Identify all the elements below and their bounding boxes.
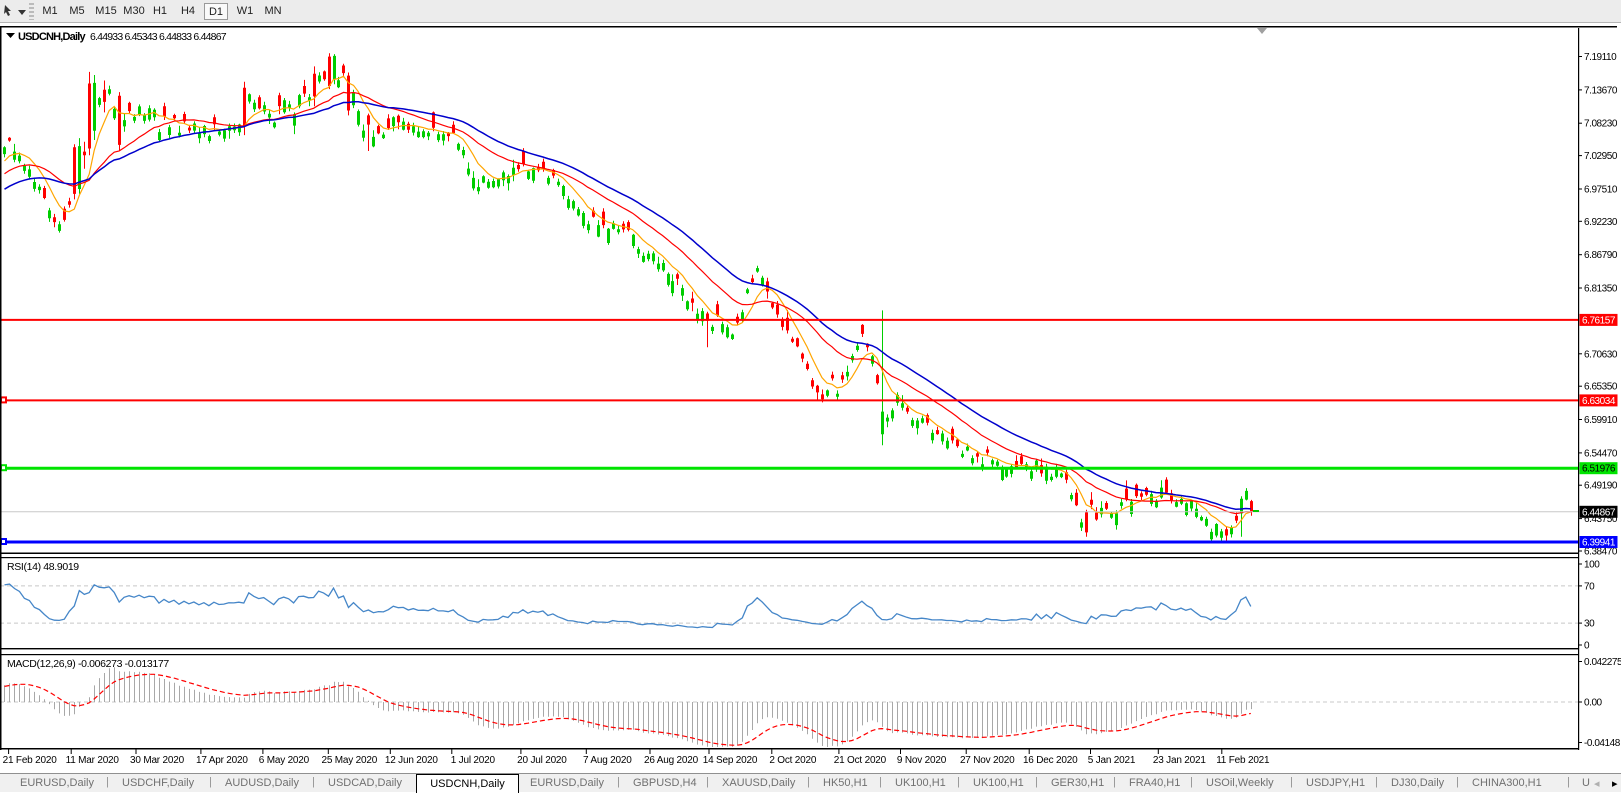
svg-text:0.042275: 0.042275 bbox=[1584, 657, 1621, 668]
svg-text:7.19110: 7.19110 bbox=[1584, 52, 1617, 63]
svg-text:2 Oct 2020: 2 Oct 2020 bbox=[769, 755, 817, 766]
svg-text:7 Aug 2020: 7 Aug 2020 bbox=[583, 755, 632, 766]
svg-text:6.76157: 6.76157 bbox=[1582, 315, 1616, 326]
svg-text:30 Mar 2020: 30 Mar 2020 bbox=[130, 755, 185, 766]
svg-text:6 May 2020: 6 May 2020 bbox=[259, 755, 310, 766]
svg-text:6.97510: 6.97510 bbox=[1584, 185, 1618, 196]
svg-text:6.86790: 6.86790 bbox=[1584, 250, 1618, 261]
svg-text:11 Feb 2021: 11 Feb 2021 bbox=[1216, 755, 1270, 766]
svg-text:RSI(14) 48.9019: RSI(14) 48.9019 bbox=[7, 561, 79, 573]
svg-text:6.81350: 6.81350 bbox=[1584, 284, 1618, 295]
svg-text:7.13670: 7.13670 bbox=[1584, 85, 1618, 96]
svg-text:23 Jan 2021: 23 Jan 2021 bbox=[1153, 755, 1206, 766]
svg-text:100: 100 bbox=[1584, 560, 1600, 571]
svg-text:11 Mar 2020: 11 Mar 2020 bbox=[66, 755, 120, 766]
svg-text:17 Apr 2020: 17 Apr 2020 bbox=[196, 755, 248, 766]
svg-text:16 Dec 2020: 16 Dec 2020 bbox=[1023, 755, 1078, 766]
svg-text:6.59910: 6.59910 bbox=[1584, 415, 1618, 426]
svg-text:6.38470: 6.38470 bbox=[1584, 547, 1618, 558]
svg-text:MACD(12,26,9) -0.006273 -0.013: MACD(12,26,9) -0.006273 -0.013177 bbox=[7, 658, 169, 670]
svg-text:14 Sep 2020: 14 Sep 2020 bbox=[703, 755, 758, 766]
svg-text:6.44933 6.45343 6.44833 6.4486: 6.44933 6.45343 6.44833 6.44867 bbox=[90, 31, 227, 43]
svg-text:6.63034: 6.63034 bbox=[1582, 396, 1616, 407]
svg-text:27 Nov 2020: 27 Nov 2020 bbox=[960, 755, 1015, 766]
svg-text:0.00: 0.00 bbox=[1584, 698, 1603, 709]
svg-text:6.44867: 6.44867 bbox=[1582, 507, 1616, 518]
svg-text:0: 0 bbox=[1584, 641, 1590, 652]
svg-text:9 Nov 2020: 9 Nov 2020 bbox=[897, 755, 947, 766]
svg-text:12 Jun 2020: 12 Jun 2020 bbox=[385, 755, 438, 766]
svg-text:6.54470: 6.54470 bbox=[1584, 448, 1618, 459]
svg-text:7.02950: 7.02950 bbox=[1584, 151, 1618, 162]
svg-text:6.70630: 6.70630 bbox=[1584, 349, 1618, 360]
svg-text:6.92230: 6.92230 bbox=[1584, 217, 1618, 228]
svg-text:6.49190: 6.49190 bbox=[1584, 481, 1618, 492]
svg-text:21 Oct 2020: 21 Oct 2020 bbox=[834, 755, 887, 766]
svg-text:21 Feb 2020: 21 Feb 2020 bbox=[3, 755, 58, 766]
svg-text:20 Jul 2020: 20 Jul 2020 bbox=[517, 755, 567, 766]
svg-text:6.39941: 6.39941 bbox=[1582, 538, 1616, 549]
svg-text:6.51976: 6.51976 bbox=[1582, 464, 1616, 475]
svg-text:USDCNH,Daily: USDCNH,Daily bbox=[18, 31, 86, 43]
svg-text:-0.04148: -0.04148 bbox=[1584, 738, 1621, 749]
svg-text:6.43750: 6.43750 bbox=[1584, 514, 1618, 525]
svg-text:1 Jul 2020: 1 Jul 2020 bbox=[451, 755, 496, 766]
svg-text:7.08230: 7.08230 bbox=[1584, 119, 1618, 130]
svg-text:26 Aug 2020: 26 Aug 2020 bbox=[644, 755, 699, 766]
svg-text:6.65350: 6.65350 bbox=[1584, 382, 1618, 393]
svg-text:5 Jan 2021: 5 Jan 2021 bbox=[1088, 755, 1136, 766]
svg-text:70: 70 bbox=[1584, 581, 1595, 592]
svg-text:25 May 2020: 25 May 2020 bbox=[321, 755, 377, 766]
svg-text:30: 30 bbox=[1584, 619, 1595, 630]
